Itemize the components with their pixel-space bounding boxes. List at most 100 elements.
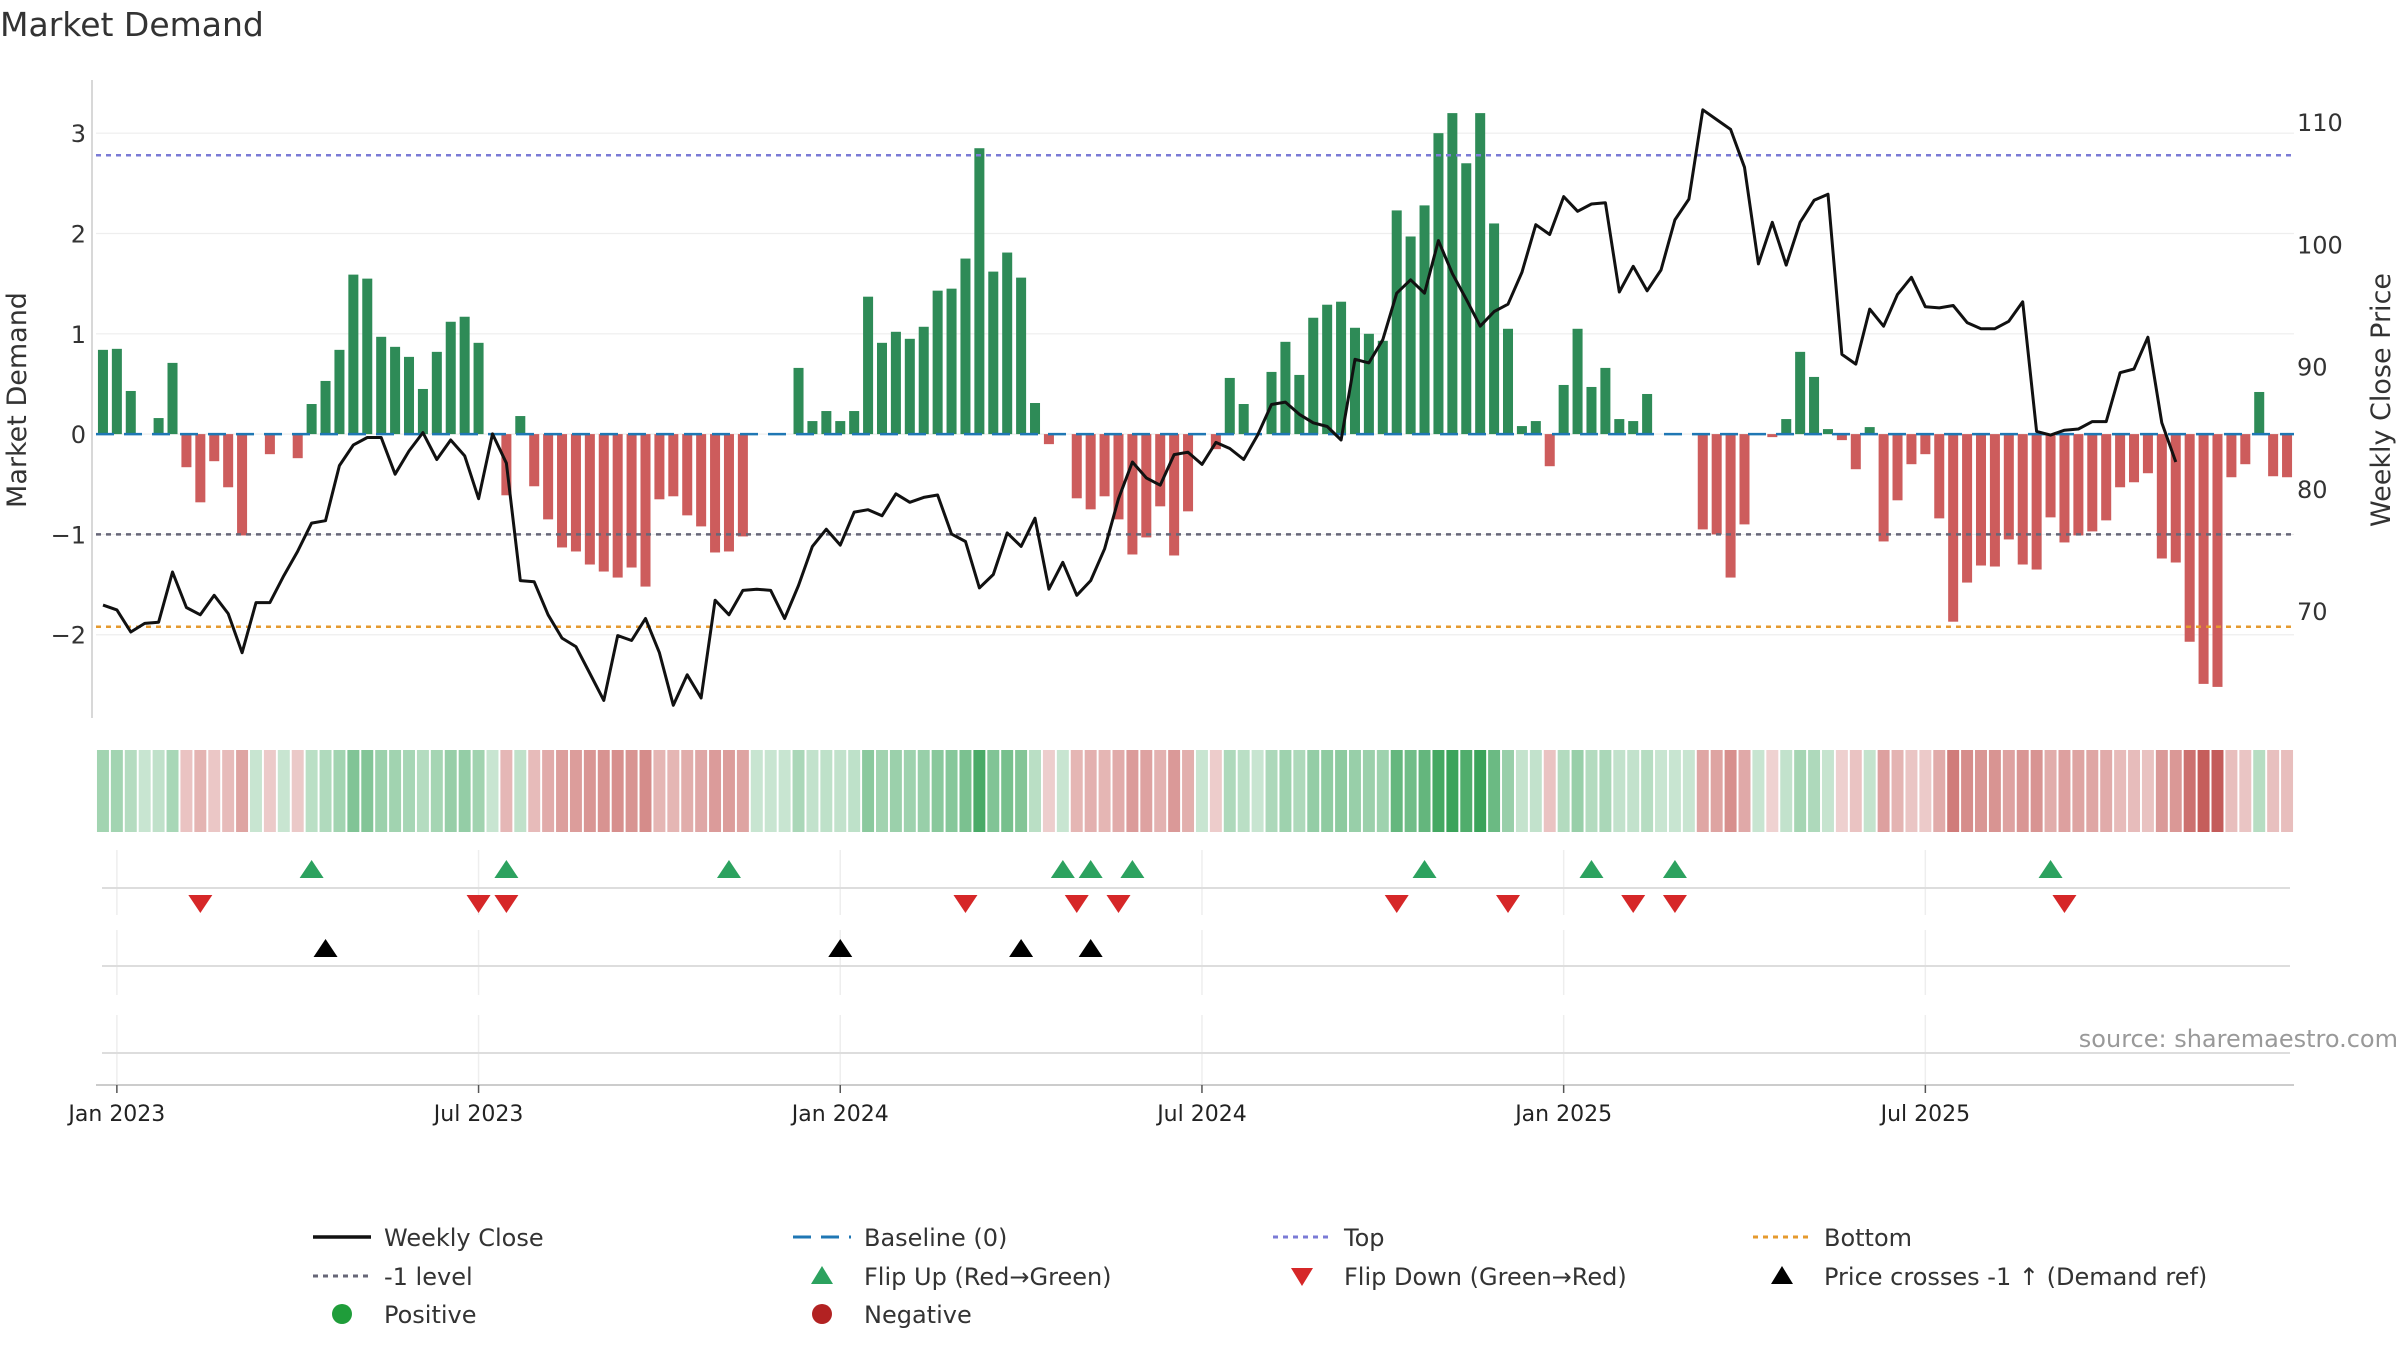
heat-cell [1195, 750, 1208, 832]
demand-bar-negative [2059, 434, 2070, 543]
flip-down-marker [494, 895, 519, 913]
legend-label: Negative [864, 1301, 972, 1329]
flip-down-marker [1662, 895, 1687, 913]
demand-bar-negative [557, 434, 568, 548]
demand-bar-positive [1405, 236, 1416, 435]
heat-cell [2211, 750, 2224, 832]
demand-bar-negative [223, 434, 234, 488]
demand-bar-negative [2184, 434, 2195, 642]
heat-cell [124, 750, 137, 832]
heat-cell [1446, 750, 1459, 832]
heat-cell [2044, 750, 2057, 832]
demand-bar-negative [1850, 434, 1861, 470]
demand-bar-positive [1628, 421, 1639, 435]
legend-symbol-circle [812, 1304, 832, 1324]
demand-bar-negative [1155, 434, 1166, 507]
heat-cell [792, 750, 805, 832]
demand-bar-negative [264, 434, 275, 455]
heat-cell [569, 750, 582, 832]
heat-cell [917, 750, 930, 832]
legend-label: Top [1343, 1224, 1385, 1252]
demand-bar-negative [1169, 434, 1180, 556]
price-cross-marker [1078, 939, 1103, 957]
demand-bar-positive [1572, 328, 1583, 435]
heat-cell [1947, 750, 1960, 832]
heat-cell [1223, 750, 1236, 832]
demand-bar-positive [348, 274, 359, 435]
heat-cell [1488, 750, 1501, 832]
demand-bar-negative [584, 434, 595, 565]
y-axis-label-right: Weekly Close Price [2366, 273, 2397, 527]
heat-cell [1877, 750, 1890, 832]
heat-cell [1766, 750, 1779, 832]
heat-cell [736, 750, 749, 832]
demand-bar-negative [1767, 434, 1778, 438]
demand-bar-positive [125, 390, 136, 435]
demand-bar-negative [1906, 434, 1917, 465]
main-plot: 3 2 1 0 −1 −2 110 100 90 80 70 [51, 80, 2343, 718]
demand-bar-positive [821, 411, 832, 435]
heat-cell [1627, 750, 1640, 832]
demand-bar-positive [376, 336, 387, 435]
heat-cell [2100, 750, 2113, 832]
heat-cell [458, 750, 471, 832]
demand-bar-negative [1127, 434, 1138, 555]
demand-bar-negative [696, 434, 707, 527]
price-cross-marker [1009, 939, 1034, 957]
demand-bar-positive [904, 338, 915, 435]
demand-bar-positive [849, 411, 860, 435]
flip-down-marker [1106, 895, 1131, 913]
flip-up-marker [1579, 860, 1604, 878]
demand-bar-negative [2031, 434, 2042, 570]
heat-cell [1001, 750, 1014, 832]
demand-bar-positive [1391, 210, 1402, 435]
heat-cell [1710, 750, 1723, 832]
heat-cell [347, 750, 360, 832]
demand-bar-positive [793, 367, 804, 435]
demand-bar-positive [1002, 252, 1013, 435]
heat-cell [1084, 750, 1097, 832]
heat-cell [1821, 750, 1834, 832]
demand-bar-positive [932, 290, 943, 435]
heat-cell [959, 750, 972, 832]
heat-cell [876, 750, 888, 832]
flip-down-marker [1496, 895, 1521, 913]
demand-bar-negative [1962, 434, 1973, 583]
y-tick-label-right: 110 [2297, 109, 2343, 137]
heat-cell [291, 750, 304, 832]
heat-cell [750, 750, 763, 832]
demand-bar-negative [2003, 434, 2014, 540]
heat-cell [2002, 750, 2015, 832]
heat-cell [305, 750, 318, 832]
demand-bar-negative [1183, 434, 1194, 512]
flip-up-marker [1120, 860, 1145, 878]
heat-cell [1251, 750, 1264, 832]
heat-cell [2030, 750, 2043, 832]
x-tick-label: Jan 2024 [790, 1102, 889, 1127]
demand-bar-positive [1308, 317, 1319, 435]
demand-bar-negative [543, 434, 554, 520]
demand-bar-positive [1016, 277, 1027, 435]
demand-bar-positive [1864, 427, 1875, 435]
demand-bar-negative [2129, 434, 2140, 483]
heat-cell [1279, 750, 1292, 832]
x-axis: Jan 2023 Jul 2023 Jan 2024 Jul 2024 Jan 2025… [66, 1015, 2294, 1127]
demand-bar-negative [612, 434, 623, 578]
demand-bar-positive [946, 288, 957, 435]
demand-bar-positive [2254, 391, 2265, 435]
heat-cell [1585, 750, 1598, 832]
demand-bar-positive [890, 331, 901, 435]
demand-bar-negative [2142, 434, 2153, 474]
demand-bar-positive [1322, 304, 1333, 435]
y-tick-label-left: 2 [71, 220, 86, 248]
heat-cell [1307, 750, 1320, 832]
demand-bar-negative [2170, 434, 2181, 563]
demand-bar-positive [445, 321, 456, 435]
heat-cell [1933, 750, 1946, 832]
heat-cell [444, 750, 457, 832]
demand-heat-strip [96, 750, 2294, 832]
heat-cell [653, 750, 666, 832]
heat-cell [1724, 750, 1737, 832]
flip-down-marker [1621, 895, 1646, 913]
legend-label: Flip Up (Red→Green) [864, 1263, 1112, 1291]
